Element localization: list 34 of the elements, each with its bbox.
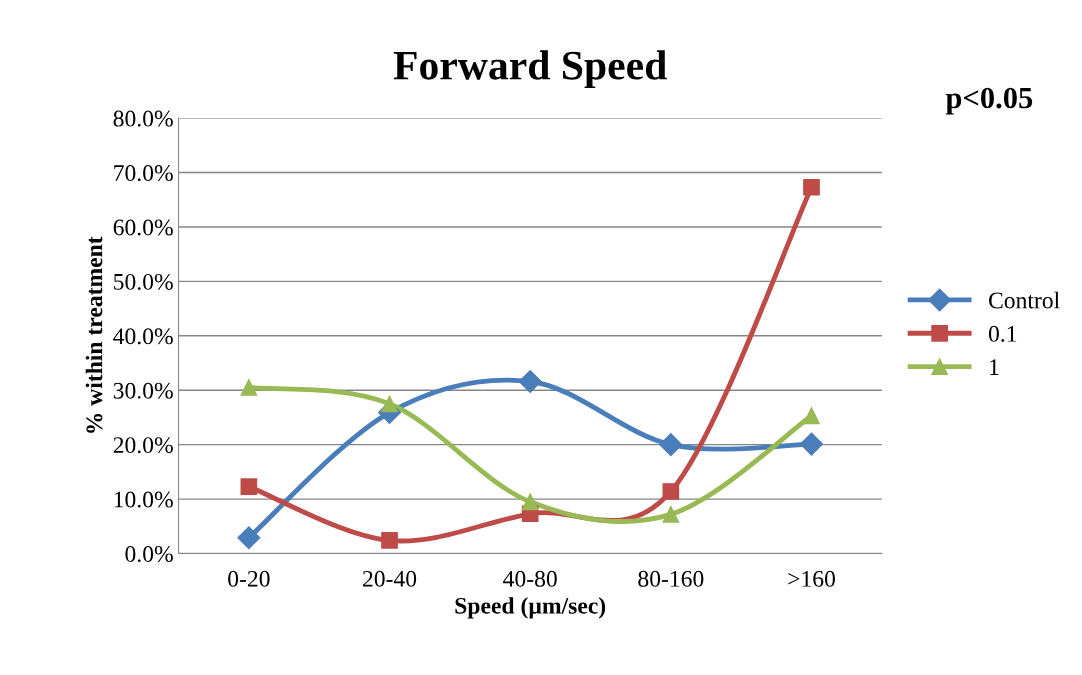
point — [240, 478, 258, 495]
point — [237, 526, 261, 550]
point — [803, 178, 820, 196]
x-tick-label: 40-80 — [503, 570, 557, 587]
point — [659, 433, 683, 457]
point — [381, 532, 398, 549]
y-tick-label: 10.0% — [114, 491, 173, 508]
y-tick-label: 80.0% — [113, 110, 173, 127]
x-tick-label: >160 — [788, 570, 835, 587]
y-tick-label: 60.0% — [113, 219, 173, 236]
text: p<0.05 — [945, 87, 1033, 115]
y-tick-label: 40.0% — [113, 328, 173, 345]
y-axis-title: % within treatment — [85, 236, 103, 433]
y-tick-label: 0.0% — [125, 545, 173, 563]
x-tick-label: 0-20 — [228, 570, 270, 587]
legend-label: Control — [989, 291, 1060, 309]
point — [662, 483, 680, 500]
x-tick-label: 20-40 — [363, 570, 417, 587]
x-axis-title: Speed (µm/sec) — [455, 597, 606, 619]
x-tick-label: 80-160 — [638, 570, 704, 587]
point — [240, 379, 258, 396]
chart-title: Forward Speed — [393, 50, 667, 89]
point — [521, 493, 539, 511]
y-tick-label: 20.0% — [113, 437, 173, 454]
legend-label: 0.1 — [988, 325, 1017, 342]
point — [518, 370, 542, 394]
legend-label: 1 — [990, 359, 999, 375]
y-tick-label: 30.0% — [113, 382, 173, 399]
y-tick-label: 70.0% — [114, 165, 173, 182]
point — [803, 407, 820, 425]
point — [800, 432, 823, 456]
y-tick-label: 50.0% — [114, 273, 173, 290]
point — [662, 505, 680, 523]
point — [381, 395, 398, 413]
